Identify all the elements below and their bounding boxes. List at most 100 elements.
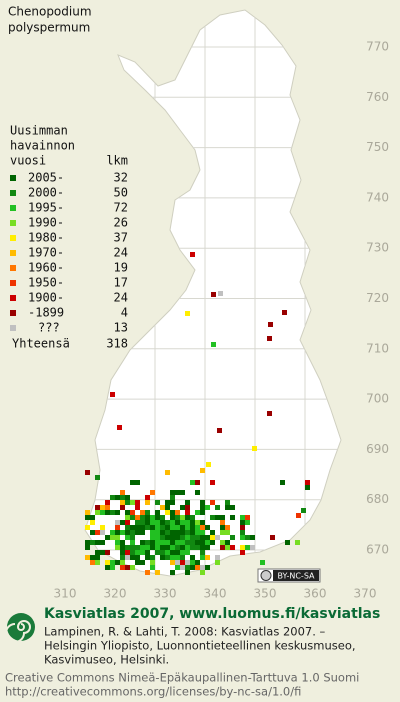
legend: Uusimman havainnon vuosi lkm 2005- 32 2000… [10,124,128,351]
legend-total-count: 318 [106,337,128,351]
observation-square [95,555,100,560]
observation-square [100,525,105,530]
observation-square [140,530,145,535]
observation-square [180,555,185,560]
observation-square [130,535,135,540]
observation-square [215,535,220,540]
observation-square [175,525,180,530]
observation-square [165,555,170,560]
license: http://creativecommons.org/licenses/by-n… [5,685,301,699]
observation-square [145,525,150,530]
observation-square [110,495,115,500]
observation-square [185,520,190,525]
legend-period: 1980- [28,231,64,245]
legend-swatch [10,220,16,226]
observation-square [220,530,225,535]
observation-square [285,540,290,545]
observation-square [225,540,230,545]
observation-square [160,520,165,525]
observation-square [211,292,216,297]
observation-square [85,555,90,560]
legend-period: 1990- [28,216,64,230]
observation-square [240,525,245,530]
x-coordinate-label: 340 [204,587,227,601]
observation-square [185,510,190,515]
observation-square [215,515,220,520]
observation-square [105,550,110,555]
observation-square [205,545,210,550]
observation-square [200,520,205,525]
observation-square [170,570,175,575]
observation-square [105,535,110,540]
observation-square [282,310,287,315]
observation-square [165,530,170,535]
observation-square [170,490,175,495]
observation-square [90,555,95,560]
observation-square [267,336,272,341]
observation-square [115,540,120,545]
observation-square [135,520,140,525]
observation-square [200,550,205,555]
observation-square [125,550,130,555]
observation-square [180,540,185,545]
citation: Lampinen, R. & Lahti, T. 2008: Kasviatla… [44,625,326,639]
observation-square [175,555,180,560]
observation-square [190,525,195,530]
observation-square [130,545,135,550]
observation-square [170,535,175,540]
observation-square [120,490,125,495]
observation-square [150,525,155,530]
observation-square [90,520,95,525]
observation-square [230,545,235,550]
observation-square [220,515,225,520]
observation-square [155,515,160,520]
observation-square [140,550,145,555]
observation-square [160,505,165,510]
legend-swatch [10,205,16,211]
observation-square [125,495,130,500]
observation-square [135,550,140,555]
observation-square [200,545,205,550]
observation-square [200,510,205,515]
observation-square [130,550,135,555]
observation-square [85,545,90,550]
observation-square [180,530,185,535]
logo-circle [7,613,35,641]
observation-square [100,550,105,555]
y-coordinate-label: 750 [366,140,389,154]
y-coordinate-label: 700 [366,392,389,406]
observation-square [125,515,130,520]
observation-square [175,535,180,540]
observation-square [130,480,135,485]
observation-square [155,540,160,545]
observation-square [195,560,200,565]
observation-square [210,480,215,485]
observation-square [240,545,245,550]
observation-square [200,530,205,535]
observation-square [190,560,195,565]
badge-band [273,570,319,581]
observation-square [135,480,140,485]
observation-square [200,525,205,530]
observation-square [105,510,110,515]
observation-square [145,510,150,515]
legend-count: 17 [114,276,128,290]
observation-square [120,520,125,525]
observation-square [125,555,130,560]
observation-square [165,510,170,515]
observation-square [245,545,250,550]
observation-square [220,525,225,530]
observation-square [210,500,215,505]
observation-square [95,550,100,555]
observation-square [205,505,210,510]
observation-square [205,565,210,570]
observation-square [140,560,145,565]
observation-square [130,500,135,505]
legend-count: 13 [114,321,128,335]
observation-square [90,530,95,535]
observation-square [170,540,175,545]
observation-square [185,540,190,545]
observation-square [190,530,195,535]
observation-square [145,515,150,520]
species-name: polyspermum [8,21,90,35]
